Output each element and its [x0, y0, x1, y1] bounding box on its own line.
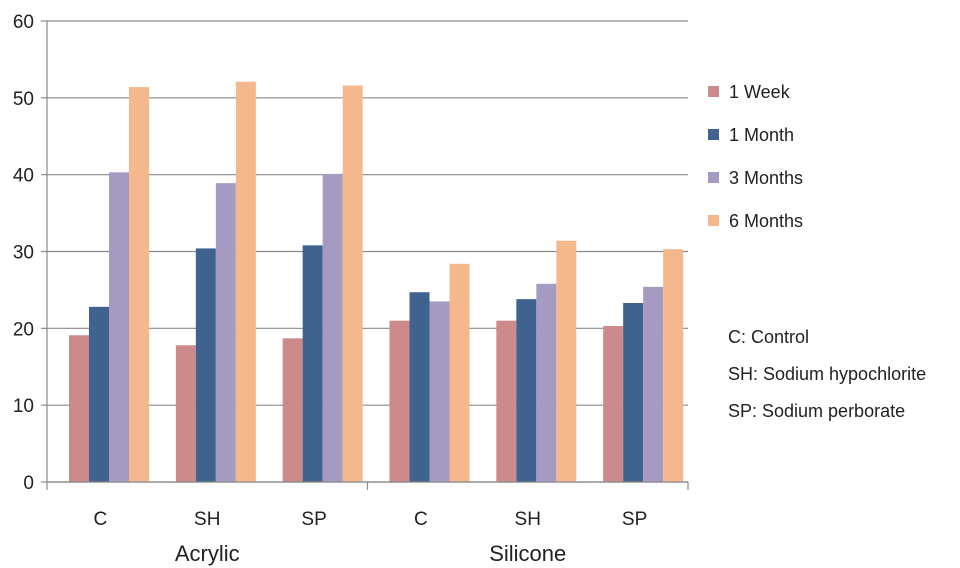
legend-entry: 1 Month: [729, 125, 794, 145]
gridlines: [47, 20, 688, 483]
x-tick-label: SH: [194, 509, 220, 530]
bar-3-months-5: [643, 286, 664, 482]
axes: 0 10 20 30 40 50 60 C SH SP C SH SP Acrylic Silicone: [13, 12, 689, 566]
abbreviation-note: C: Control: [728, 327, 809, 347]
bar-3-months-0: [109, 172, 129, 482]
bar-3-months-2: [322, 173, 343, 483]
bar-1-month-1: [195, 248, 216, 482]
bar-1-month-2: [302, 245, 323, 482]
bar-1-week-5: [603, 326, 624, 482]
bar-6-months-0: [129, 87, 149, 483]
bar-6-months-2: [342, 85, 363, 482]
group-label: Silicone: [489, 541, 566, 566]
bar-1-month-0: [89, 306, 109, 482]
group-label: Acrylic: [175, 541, 240, 566]
bar-6-months-1: [235, 81, 256, 482]
legend-swatch: [708, 215, 719, 226]
y-tick-label: 50: [13, 89, 34, 110]
legend-entry: 1 Week: [729, 82, 791, 102]
bar-1-week-3: [389, 320, 410, 482]
bar-1-month-3: [409, 292, 430, 482]
bar-6-months-3: [449, 263, 470, 482]
bar-1-week-1: [175, 345, 196, 482]
bar-1-week-2: [282, 338, 303, 482]
y-tick-label: 60: [13, 12, 34, 33]
y-tick-label: 30: [13, 243, 34, 264]
legend-entry: 3 Months: [729, 168, 803, 188]
bar-1-week-0: [69, 335, 89, 482]
bars: [69, 81, 684, 483]
abbreviation-note: SH: Sodium hypochlorite: [728, 364, 926, 384]
y-tick-label: 0: [23, 473, 34, 494]
y-tick-label: 40: [13, 166, 34, 187]
bar-1-week-4: [496, 320, 517, 482]
bar-6-months-5: [663, 249, 684, 482]
legend-swatch: [708, 172, 719, 183]
x-tick-label: C: [414, 509, 428, 530]
bar-6-months-4: [556, 240, 577, 482]
x-tick-label: SH: [515, 509, 541, 530]
legend-swatch: [708, 86, 719, 97]
x-tick-label: SP: [622, 509, 647, 530]
legend-swatch: [708, 129, 719, 140]
bar-3-months-4: [536, 283, 557, 482]
bar-3-months-1: [215, 183, 236, 482]
y-tick-label: 10: [13, 396, 34, 417]
bar-1-month-5: [623, 302, 644, 482]
y-tick-label: 20: [13, 319, 34, 340]
bar-3-months-3: [429, 301, 450, 482]
x-tick-label: C: [94, 509, 108, 530]
bar-1-month-4: [516, 299, 537, 482]
legend: 1 Week 1 Month 3 Months 6 Months: [708, 82, 803, 231]
legend-entry: 6 Months: [729, 211, 803, 231]
x-tick-label: SP: [301, 509, 326, 530]
abbreviation-notes: C: Control SH: Sodium hypochlorite SP: Sod…: [728, 327, 926, 421]
abbreviation-note: SP: Sodium perborate: [728, 401, 905, 421]
